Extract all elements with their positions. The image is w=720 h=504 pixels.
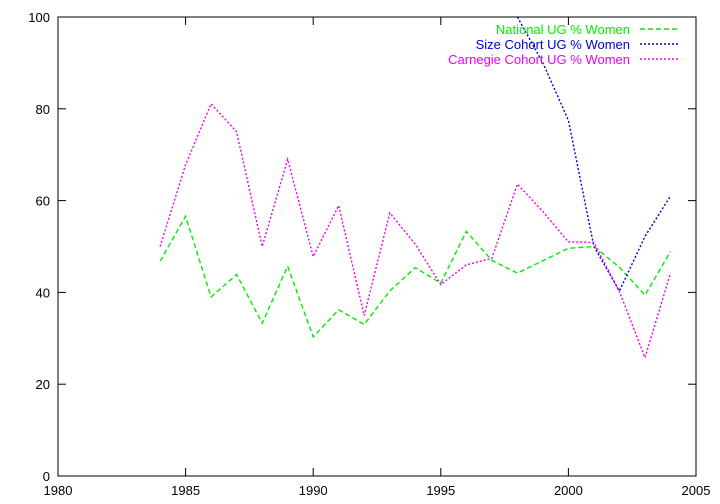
y-tick-labels: 0 20 40 60 80 100 xyxy=(28,10,50,484)
legend-item: National UG % Women xyxy=(496,22,680,37)
y-tick-label: 0 xyxy=(43,469,50,484)
x-tick-label: 1985 xyxy=(171,483,200,498)
series-line-0 xyxy=(159,214,672,339)
plot-frame xyxy=(57,16,697,477)
legend-item: Carnegie Cohort UG % Women xyxy=(448,52,680,67)
x-tick-label: 1980 xyxy=(44,483,73,498)
legend-label: Size Cohort UG % Women xyxy=(476,37,630,52)
x-tick-labels: 1980 1985 1990 1995 2000 2005 xyxy=(44,483,711,498)
legend-label: National UG % Women xyxy=(496,22,630,37)
legend-label: Carnegie Cohort UG % Women xyxy=(448,52,630,67)
y-tick-label: 80 xyxy=(36,102,50,117)
y-tick-label: 40 xyxy=(36,285,50,300)
x-tick-label: 2000 xyxy=(554,483,583,498)
y-tick-label: 100 xyxy=(28,10,50,25)
x-tick-label: 1995 xyxy=(426,483,455,498)
x-tick-label: 2005 xyxy=(682,483,711,498)
axis-ticks xyxy=(57,16,697,477)
y-tick-label: 20 xyxy=(36,377,50,392)
series-lines xyxy=(159,17,672,360)
y-tick-label: 60 xyxy=(36,194,50,209)
series-line-1 xyxy=(516,17,672,293)
legend-item: Size Cohort UG % Women xyxy=(476,37,680,52)
series-line-2 xyxy=(159,102,672,360)
x-tick-label: 1990 xyxy=(299,483,328,498)
